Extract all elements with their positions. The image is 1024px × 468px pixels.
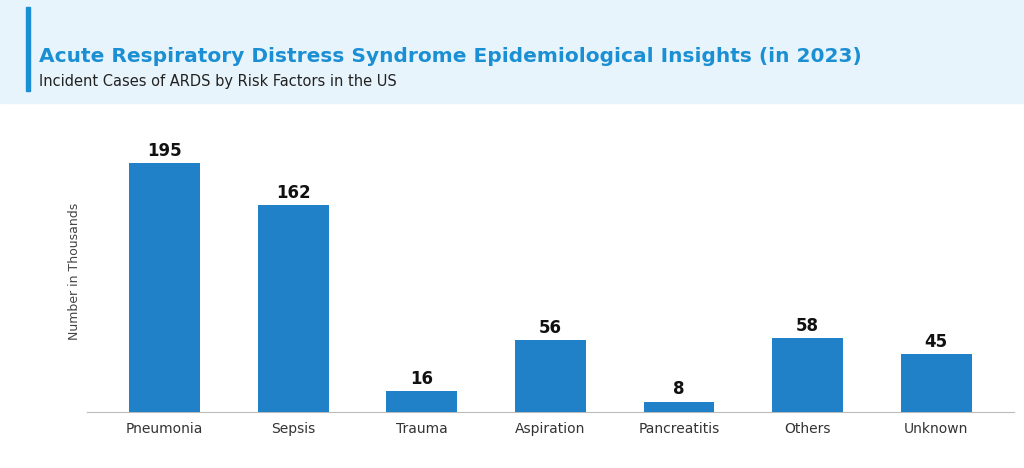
Bar <box>772 338 843 412</box>
Text: Acute Respiratory Distress Syndrome Epidemiological Insights (in 2023): Acute Respiratory Distress Syndrome Epid… <box>39 47 861 66</box>
Text: 162: 162 <box>275 184 310 202</box>
Bar <box>386 391 457 412</box>
Bar <box>515 340 586 412</box>
Y-axis label: Number in Thousands: Number in Thousands <box>69 203 82 340</box>
Bar <box>644 402 715 412</box>
Bar <box>129 163 200 412</box>
Text: 45: 45 <box>925 333 948 351</box>
Bar <box>901 354 972 412</box>
Bar <box>258 205 329 412</box>
Text: 58: 58 <box>796 317 819 335</box>
Text: 16: 16 <box>411 370 433 388</box>
Text: 8: 8 <box>673 380 685 398</box>
Text: 56: 56 <box>539 319 562 337</box>
Text: 195: 195 <box>147 142 182 160</box>
Text: Incident Cases of ARDS by Risk Factors in the US: Incident Cases of ARDS by Risk Factors i… <box>39 74 396 89</box>
